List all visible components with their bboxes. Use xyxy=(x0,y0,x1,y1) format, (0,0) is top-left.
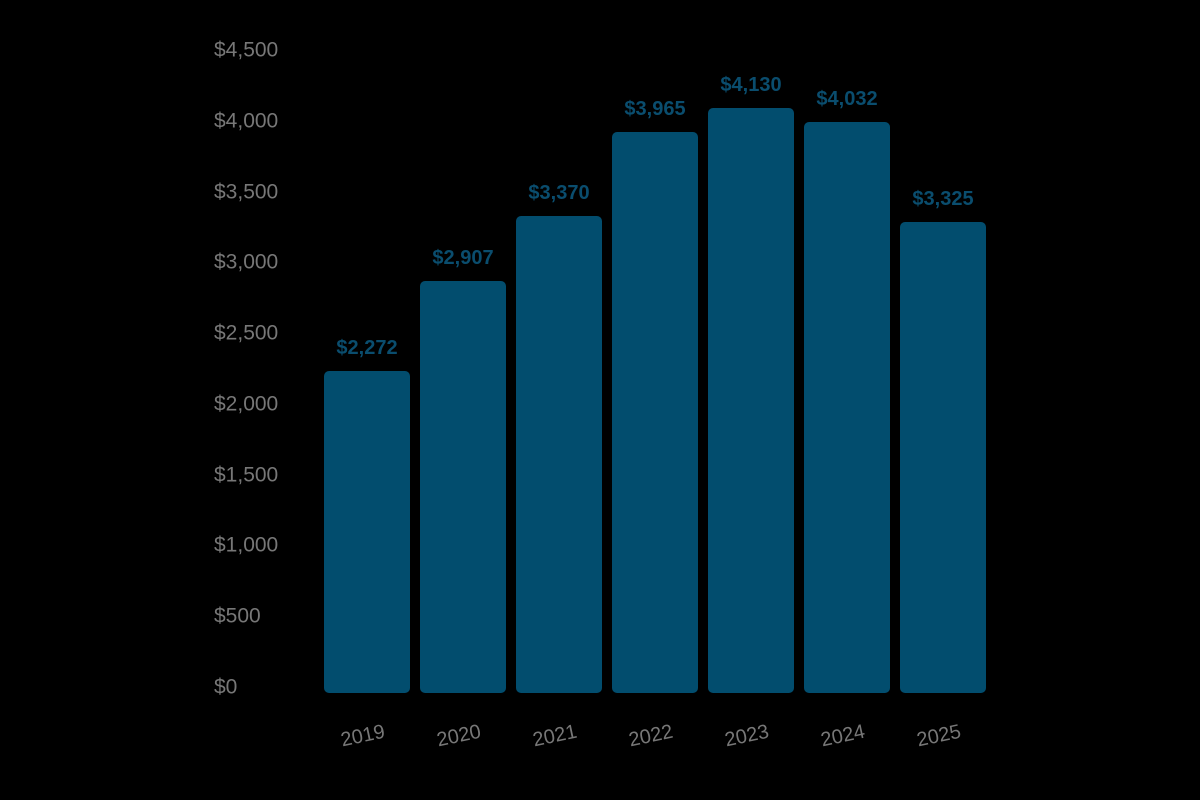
y-tick-label: $1,500 xyxy=(214,463,279,487)
bar-2022 xyxy=(612,131,698,693)
y-tick-label: $500 xyxy=(214,604,261,628)
value-label: $4,032 xyxy=(816,88,878,111)
value-label: $2,272 xyxy=(336,337,398,360)
x-tick-label: 2024 xyxy=(818,720,867,752)
y-tick-label: $3,000 xyxy=(214,250,279,274)
x-tick-label: 2020 xyxy=(434,720,483,752)
y-tick-label: $0 xyxy=(214,675,238,699)
value-label: $3,965 xyxy=(624,97,686,120)
x-tick-label: 2022 xyxy=(626,720,675,752)
y-tick-label: $1,000 xyxy=(214,533,279,557)
y-tick-label: $3,500 xyxy=(214,180,279,204)
value-label: $4,130 xyxy=(720,74,782,97)
bar-2019 xyxy=(324,371,410,693)
x-tick-label: 2019 xyxy=(338,720,387,752)
value-label: $3,325 xyxy=(912,188,974,211)
value-label: $2,907 xyxy=(432,247,494,270)
bar-2023 xyxy=(708,108,794,693)
y-tick-label: $2,500 xyxy=(214,321,279,345)
bar-2025 xyxy=(900,222,986,693)
value-label: $3,370 xyxy=(528,181,590,204)
bar-2020 xyxy=(420,281,506,693)
y-tick-label: $4,000 xyxy=(214,109,279,133)
x-tick-label: 2023 xyxy=(722,720,771,752)
x-tick-label: 2021 xyxy=(530,720,579,752)
y-tick-label: $4,500 xyxy=(214,38,279,62)
bar-2024 xyxy=(804,122,890,693)
bar-2021 xyxy=(516,215,602,693)
x-tick-label: 2025 xyxy=(914,720,963,752)
y-tick-label: $2,000 xyxy=(214,392,279,416)
